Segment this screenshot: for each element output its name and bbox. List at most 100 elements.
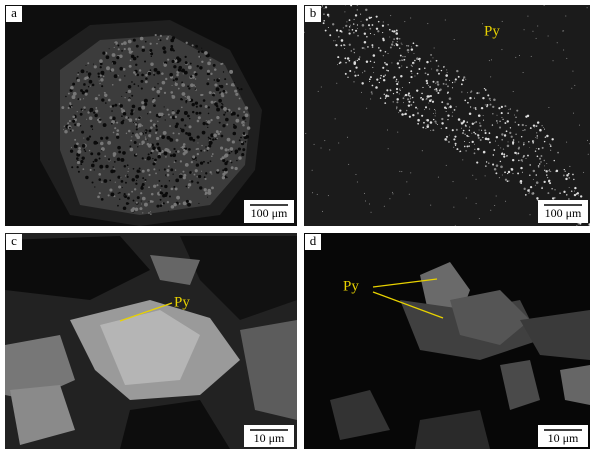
texture-dot (435, 113, 436, 114)
texture-dot (433, 81, 435, 83)
texture-dot (351, 50, 352, 51)
texture-dot (430, 95, 432, 97)
texture-dot (160, 199, 162, 201)
texture-dot (173, 148, 175, 150)
texture-dot (456, 70, 458, 72)
texture-dot (150, 63, 153, 66)
texture-dot (142, 212, 143, 213)
texture-dot (163, 202, 165, 204)
texture-dot (455, 78, 457, 80)
texture-dot (142, 46, 145, 49)
texture-dot (159, 191, 162, 194)
texture-dot (89, 136, 91, 138)
texture-dot (245, 106, 249, 110)
texture-dot (92, 84, 95, 87)
texture-dot (312, 170, 313, 171)
texture-dot (410, 70, 412, 72)
texture-dot (413, 53, 414, 54)
texture-dot (515, 117, 516, 118)
texture-dot (536, 197, 538, 199)
texture-dot (533, 179, 534, 180)
texture-dot (492, 163, 494, 165)
texture-dot (499, 127, 501, 129)
texture-dot (349, 19, 351, 21)
texture-dot (188, 125, 191, 128)
texture-dot (478, 114, 481, 117)
texture-dot (157, 83, 158, 84)
texture-dot (161, 185, 163, 187)
texture-dot (359, 56, 361, 58)
texture-dot (148, 174, 150, 176)
texture-dot (201, 50, 204, 53)
texture-dot (131, 208, 135, 212)
panel-a-image (5, 5, 297, 226)
texture-dot (226, 124, 228, 126)
texture-dot (484, 129, 486, 131)
texture-dot (425, 72, 427, 74)
texture-dot (353, 61, 356, 64)
texture-dot (71, 106, 73, 108)
texture-dot (158, 39, 159, 40)
texture-dot (485, 137, 488, 140)
texture-dot (150, 213, 152, 215)
texture-dot (339, 3, 340, 4)
texture-dot (186, 200, 189, 203)
texture-dot (164, 168, 166, 170)
texture-dot (225, 90, 226, 91)
texture-dot (489, 98, 491, 100)
texture-dot (566, 174, 568, 176)
texture-dot (203, 161, 205, 163)
texture-dot (195, 88, 196, 89)
texture-dot (201, 94, 203, 96)
texture-dot (151, 193, 154, 196)
texture-dot (477, 134, 478, 135)
texture-dot (239, 89, 240, 90)
texture-dot (544, 160, 545, 161)
texture-dot (208, 191, 212, 195)
texture-dot (433, 113, 434, 114)
texture-dot (502, 152, 504, 154)
texture-dot (71, 147, 72, 148)
texture-dot (211, 155, 213, 157)
texture-dot (94, 114, 97, 117)
texture-dot (447, 103, 449, 105)
texture-dot (223, 71, 224, 72)
texture-dot (583, 172, 584, 173)
texture-dot (175, 160, 177, 162)
texture-dot (336, 29, 338, 31)
texture-dot (207, 73, 209, 75)
texture-dot (401, 43, 402, 44)
texture-dot (188, 187, 190, 189)
texture-dot (400, 90, 401, 91)
texture-dot (147, 113, 148, 114)
texture-dot (373, 54, 376, 57)
texture-dot (190, 83, 194, 87)
texture-dot (231, 113, 234, 116)
texture-dot (163, 63, 166, 66)
texture-dot (475, 107, 477, 109)
texture-dot (90, 86, 91, 87)
texture-dot (156, 143, 159, 146)
texture-dot (161, 135, 165, 139)
texture-dot (183, 176, 186, 179)
texture-dot (150, 152, 152, 154)
texture-dot (408, 94, 409, 95)
texture-dot (88, 72, 91, 75)
texture-dot (474, 144, 475, 145)
texture-dot (64, 126, 65, 127)
texture-dot (485, 104, 486, 105)
texture-dot (413, 101, 414, 102)
texture-dot (105, 102, 107, 104)
texture-dot (222, 159, 225, 162)
texture-dot (532, 142, 534, 144)
texture-dot (396, 83, 398, 85)
texture-dot (436, 81, 438, 83)
texture-dot (368, 24, 370, 26)
texture-dot (357, 24, 358, 25)
texture-dot (115, 182, 116, 183)
texture-dot (325, 6, 327, 8)
texture-dot (455, 145, 456, 146)
texture-dot (502, 175, 503, 176)
texture-dot (339, 63, 340, 64)
texture-dot (476, 203, 477, 204)
